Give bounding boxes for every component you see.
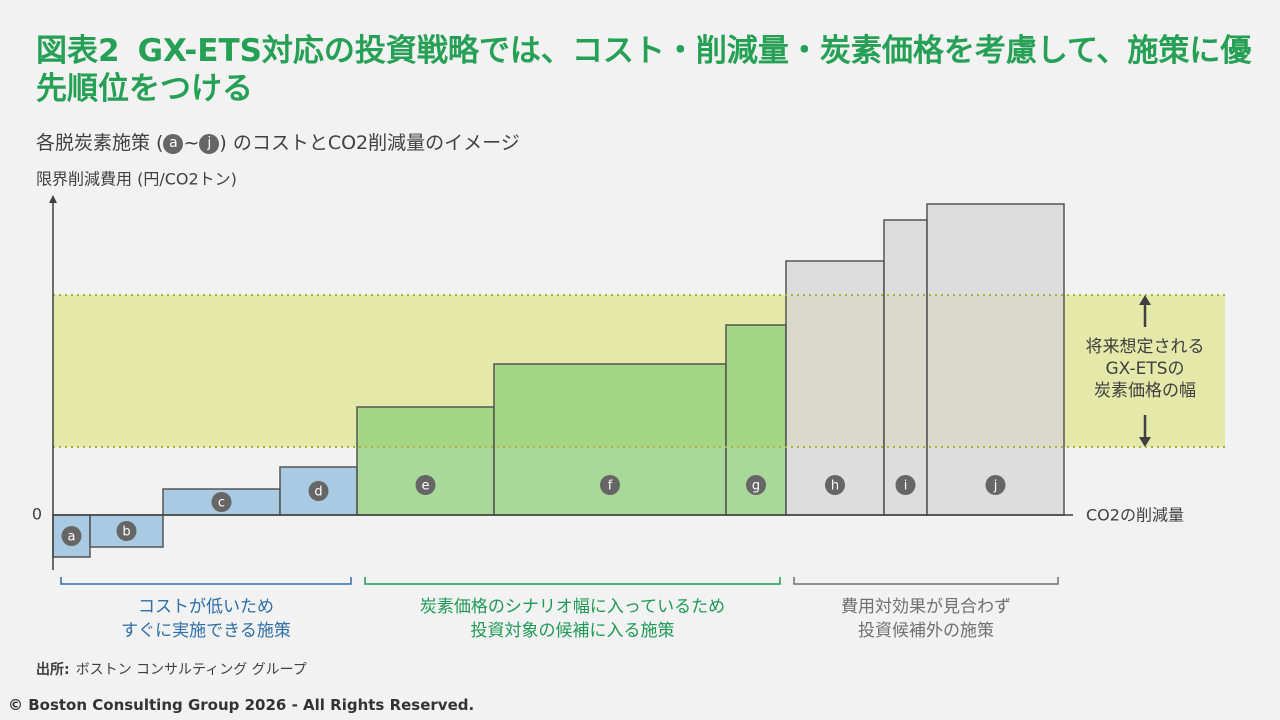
source-text: ボストン コンサルティング グループ [75,662,307,678]
bar-label: a [68,530,76,545]
band-label: 将来想定される [1086,337,1205,357]
y-tick-label: 0 [32,505,42,524]
bar-label: h [831,479,839,494]
group-bracket [793,577,1059,585]
group-label: コストが低いため [138,597,274,617]
group-label: 投資候補外の施策 [858,621,994,641]
bar-marker [308,481,329,501]
group-bracket [60,577,352,585]
bar-label: e [422,479,430,494]
band-arrowhead [1139,437,1151,447]
x-axis-label: CO2の削減量 [1086,506,1184,525]
y-axis-label: 限界削減費用 (円/CO2トン) [36,170,237,189]
subtitle-text: ) のコストとCO2削減量のイメージ [219,132,520,154]
title-text: GX-ETS対応の投資戦略では、コスト・削減量・炭素価格を考慮して、施策に優先順… [36,33,1252,107]
group-label: 費用対効果が見合わず [841,597,1011,617]
bar-marker [61,526,82,546]
subtitle-marker: j [199,133,220,154]
y-axis-arrow [49,195,57,203]
bar-label: d [314,485,322,500]
bar-marker [895,475,916,495]
bar-marker [415,475,436,495]
bar-marker [825,475,845,495]
bar-label: g [752,479,760,494]
group-label: すぐに実施できる施策 [121,621,291,641]
copyright: © Boston Consulting Group 2026 - All Rig… [8,696,475,714]
bar-marker [211,492,232,512]
bar-marker [600,475,620,495]
bar-label: b [122,525,130,540]
bar [926,203,1065,516]
subtitle: 各脱炭素施策 (a ~ j) のコストとCO2削減量のイメージ [36,128,520,155]
bar-label: j [993,479,998,494]
bar-label: c [218,496,225,511]
figure-label: 図表2 [36,33,120,69]
title: 図表2 GX-ETS対応の投資戦略では、コスト・削減量・炭素価格を考慮して、施策に… [36,32,1256,108]
subtitle-text: ~ [183,132,200,154]
bar-marker [746,475,766,495]
bar-label: f [608,479,613,494]
subtitle-text: 各脱炭素施策 ( [36,132,164,154]
source: 出所: ボストン コンサルティング グループ [36,659,307,679]
band-arrowhead [1139,295,1151,305]
group-label: 炭素価格のシナリオ幅に入っているため [420,597,725,617]
band-label: 炭素価格の幅 [1094,381,1196,401]
group-label: 投資対象の候補に入る施策 [471,621,675,641]
bar [883,219,928,516]
bar-marker [116,521,137,541]
source-label: 出所: [36,662,70,678]
bar-marker [985,475,1006,495]
bar-label: i [904,479,908,494]
subtitle-marker: a [163,133,184,154]
band-label: GX-ETSの [1105,359,1184,379]
bar [356,406,495,516]
group-bracket [364,577,781,585]
